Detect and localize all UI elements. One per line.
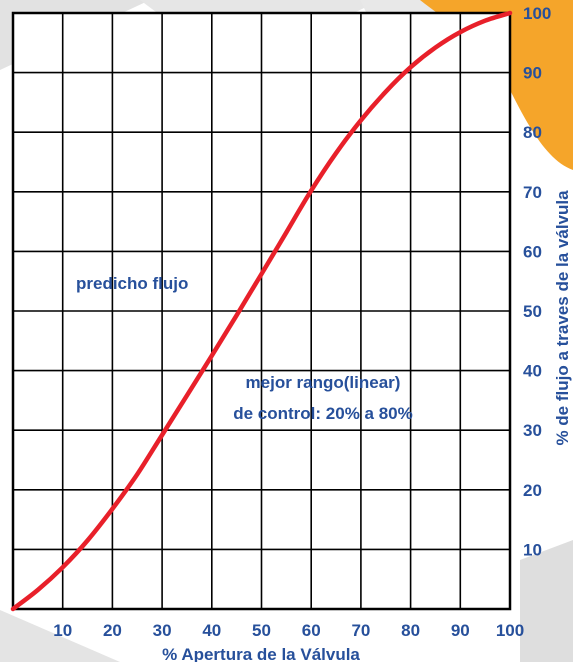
y-tick-label: 80 [523,123,542,142]
x-tick-label: 60 [302,621,321,640]
y-tick-label: 100 [523,4,551,23]
y-tick-label: 40 [523,362,542,381]
x-tick-label: 90 [451,621,470,640]
annotation-de-control: de control: 20% a 80% [233,404,413,423]
x-tick-label: 70 [351,621,370,640]
annotation-predicho-flujo: predicho flujo [76,274,188,293]
x-tick-labels: 10 20 30 40 50 60 70 80 90 100 [53,621,524,640]
annotation-mejor-rango: mejor rango(linear) [246,373,401,392]
x-tick-label: 20 [103,621,122,640]
orange-corner-shape [420,0,573,170]
plot-border [11,11,512,611]
y-tick-labels: 10 20 30 40 50 60 70 80 90 100 [523,4,551,559]
y-axis-label: % de flujo a traves de la válvula [553,190,572,446]
x-tick-label: 10 [53,621,72,640]
x-tick-label: 80 [401,621,420,640]
y-tick-label: 10 [523,540,542,559]
x-tick-label: 100 [496,621,524,640]
x-tick-label: 50 [252,621,271,640]
y-tick-label: 20 [523,481,542,500]
y-tick-label: 30 [523,421,542,440]
series-line [10,10,513,612]
y-tick-label: 50 [523,302,542,321]
y-tick-label: 70 [523,183,542,202]
x-tick-label: 30 [153,621,172,640]
y-tick-label: 60 [523,242,542,261]
y-tick-label: 90 [523,64,542,83]
x-axis-label: % Apertura de la Válvula [162,645,360,662]
grid [13,13,510,609]
x-tick-label: 40 [202,621,221,640]
